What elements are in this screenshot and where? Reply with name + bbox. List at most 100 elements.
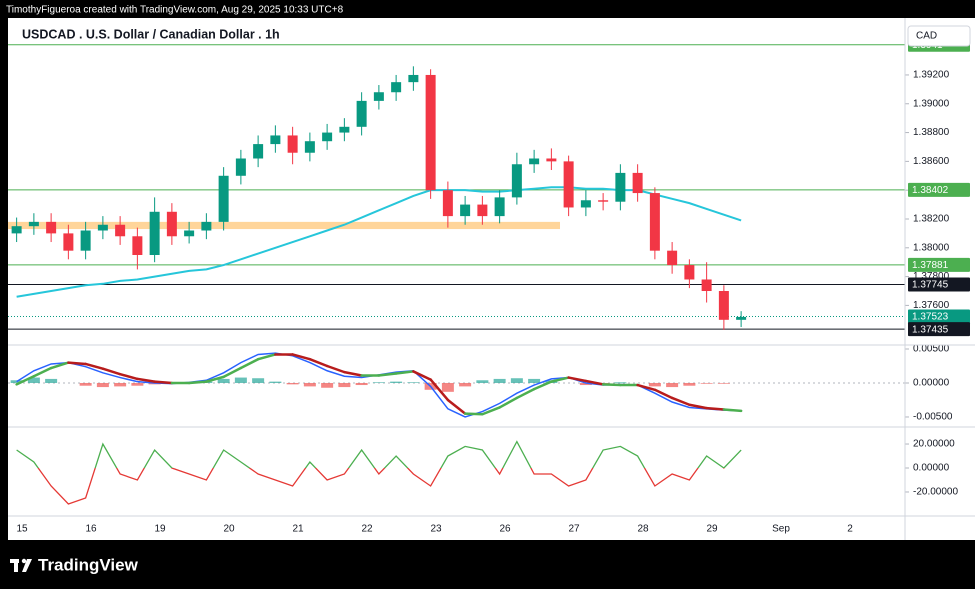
y-tick-label: 1.38600 [913,156,950,167]
candle-body [649,193,660,251]
candle-body [184,230,195,237]
y-tick-label: -20.00000 [913,487,958,498]
candle-body [442,190,453,217]
histogram-bar [683,382,696,386]
signal-segment [429,378,450,402]
candle-body [80,230,91,251]
y-tick-label: 1.38000 [913,242,950,253]
histogram-bar [114,382,127,387]
signal-segment [118,372,139,381]
histogram-bar [459,382,472,387]
candle-body [253,144,264,159]
candle-body [339,126,350,133]
x-tick-label: 19 [154,524,166,535]
histogram-bar [217,378,230,383]
signal-segment [15,374,36,386]
histogram-bar [476,380,489,383]
x-tick-label: 22 [361,524,373,535]
candle-body [718,291,729,320]
histogram-bar [579,382,592,386]
currency: CAD [916,31,937,42]
currency-box [907,25,971,47]
x-tick-label: 20 [223,524,235,535]
candle-body [132,236,143,255]
signal-segment [722,408,743,413]
y-tick-label: -0.00500 [913,412,953,423]
y-tick-label: 20.00000 [913,439,955,450]
signal-segment [636,383,657,392]
histogram-bar [666,382,679,388]
candle-body [598,200,609,202]
level-label: 1.37745 [912,280,949,291]
signal-segment [32,366,53,378]
logo: TradingView [38,555,139,574]
candle-body [11,226,22,234]
level-label-bg [908,257,970,272]
candle-body [97,224,108,231]
histogram-bar [269,381,282,383]
candle-body [494,197,505,217]
x-tick-label: 15 [16,524,28,535]
y-tick-label: 0.00000 [913,378,950,389]
signal-segment [498,396,519,409]
signal-segment [101,367,122,376]
histogram-bar [700,382,713,384]
candle-body [667,250,678,266]
y-tick-label: 0.00500 [913,344,950,355]
candle-body [615,172,626,202]
candle-body [529,158,540,165]
signal-segment [84,362,105,370]
histogram-bar [441,382,454,392]
histogram-bar [510,378,523,383]
level-label: 1.38402 [912,185,949,196]
signal-segment [463,412,484,416]
logo-icon [10,558,32,572]
candle-body [580,200,591,208]
histogram-bar [407,382,420,383]
level-label: 1.37523 [912,312,949,323]
signal-segment [601,383,622,387]
histogram-bar [27,377,40,383]
signal-segment [377,372,398,377]
zone [8,221,560,230]
candle-body [373,92,384,101]
candle-body [322,132,333,142]
signal-segment [705,406,726,411]
histogram-bar [355,382,368,386]
histogram-bar [286,382,299,385]
histogram-bar [614,382,627,383]
x-tick-label: Sep [772,524,790,535]
histogram-bar [372,382,385,383]
histogram-bar [717,382,730,384]
level-label: 1.37881 [912,260,949,271]
candle-body [28,221,39,227]
signal-segment [670,396,691,406]
histogram-bar [96,382,109,388]
chart-area [8,18,975,540]
signal-segment [136,377,156,383]
histogram-bar [528,378,541,383]
candle-body [632,172,643,194]
x-tick-label: 26 [499,524,511,535]
signal-segment [256,353,277,361]
signal-segment [446,398,467,415]
candle-body [391,82,402,93]
candle-body [166,211,177,237]
candle-body [46,221,57,234]
x-tick-label: 28 [637,524,649,535]
histogram-bar [45,378,58,383]
signal-segment [394,370,415,375]
signal-segment [222,366,243,379]
candle-body [287,135,298,153]
signal-segment [688,403,708,410]
candle-body [684,265,695,280]
y-tick-label: 1.39200 [913,70,950,81]
level-label-bg [908,182,970,197]
oscillator-above [16,440,742,469]
signal-segment [153,380,174,385]
x-tick-label: 21 [292,524,304,535]
y-tick-label: 1.38200 [913,214,950,225]
candle-body [270,135,281,145]
signal-segment [532,380,553,391]
